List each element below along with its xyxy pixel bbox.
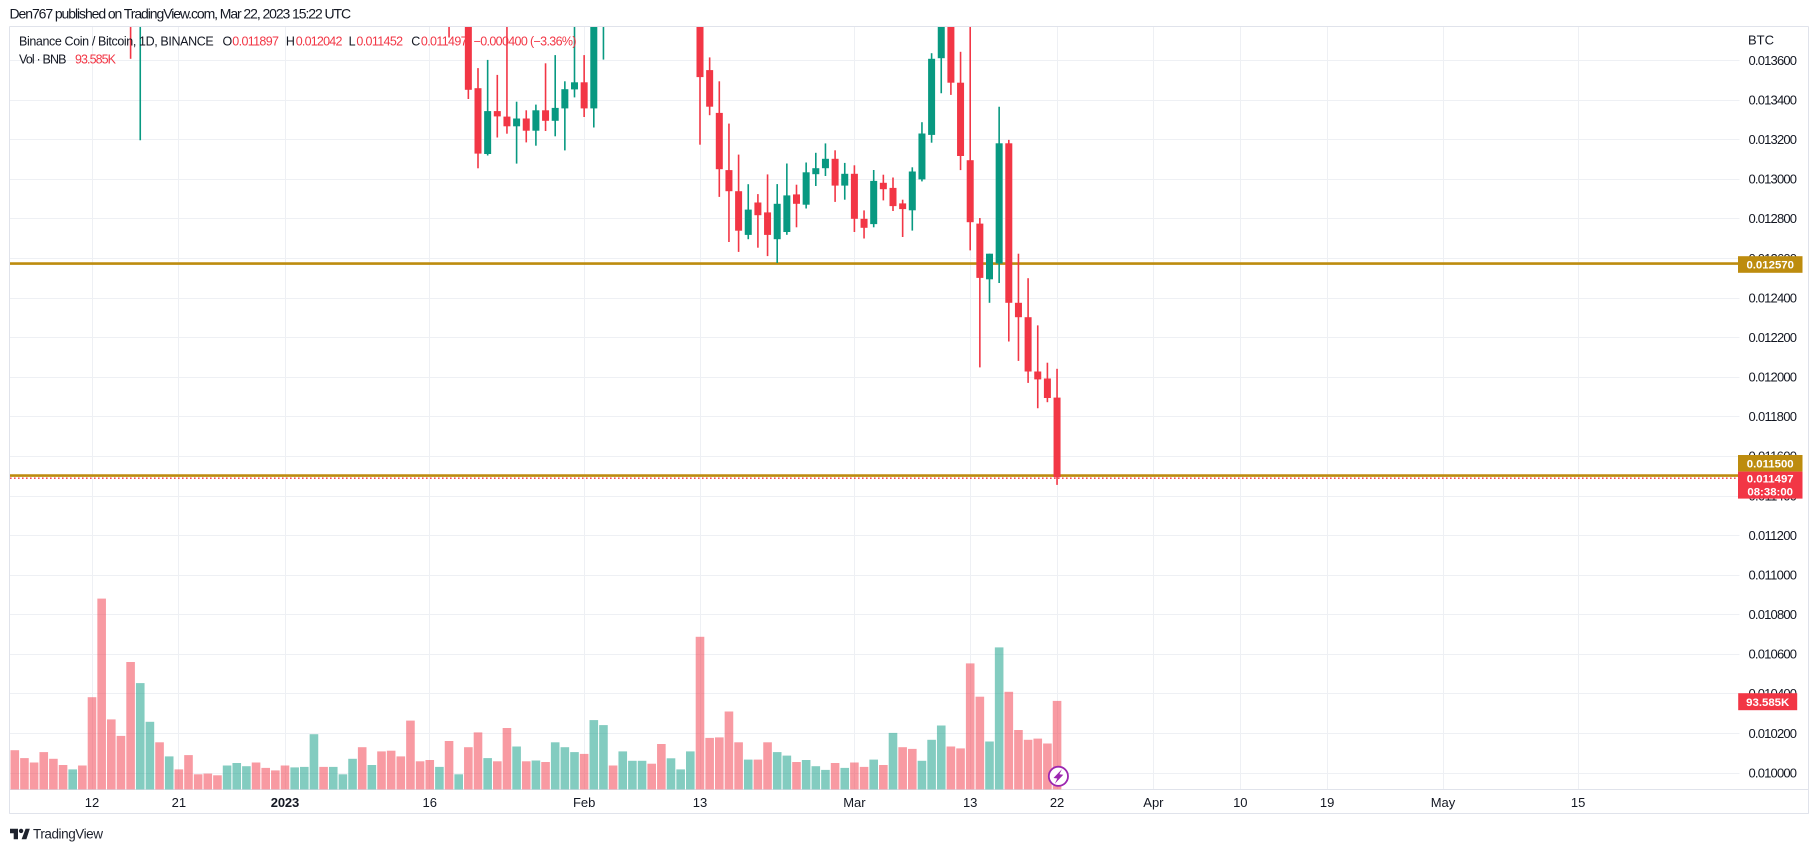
svg-text:0.012400: 0.012400: [1749, 290, 1798, 305]
svg-text:0.011497: 0.011497: [421, 35, 468, 49]
svg-text:Mar: Mar: [843, 795, 866, 810]
svg-text:BTC: BTC: [1748, 33, 1774, 48]
svg-text:0.013600: 0.013600: [1749, 53, 1798, 68]
svg-text:19: 19: [1320, 795, 1334, 810]
svg-text:2023: 2023: [271, 795, 300, 810]
svg-text:0.012042: 0.012042: [296, 35, 343, 49]
svg-text:15: 15: [1571, 795, 1585, 810]
svg-text:May: May: [1431, 795, 1456, 810]
svg-text:08:38:00: 08:38:00: [1747, 486, 1793, 498]
svg-text:Feb: Feb: [573, 795, 595, 810]
svg-text:16: 16: [423, 795, 437, 810]
svg-text:10: 10: [1233, 795, 1247, 810]
svg-text:21: 21: [172, 795, 186, 810]
svg-text:0.011800: 0.011800: [1749, 409, 1798, 424]
svg-text:0.011500: 0.011500: [1747, 458, 1794, 470]
svg-text:0.012000: 0.012000: [1749, 370, 1798, 385]
svg-text:0.010200: 0.010200: [1749, 726, 1798, 741]
svg-text:0.012800: 0.012800: [1749, 211, 1798, 226]
svg-text:13: 13: [963, 795, 977, 810]
svg-text:C: C: [411, 35, 420, 49]
svg-text:H: H: [286, 35, 295, 49]
svg-text:0.013400: 0.013400: [1749, 93, 1798, 108]
svg-text:Apr: Apr: [1143, 795, 1164, 810]
svg-text:Binance Coin / Bitcoin, 1D, BI: Binance Coin / Bitcoin, 1D, BINANCE: [19, 35, 214, 49]
svg-text:Vol · BNB: Vol · BNB: [19, 53, 67, 67]
svg-text:22: 22: [1050, 795, 1064, 810]
svg-text:0.013200: 0.013200: [1749, 132, 1798, 147]
svg-text:0.011897: 0.011897: [232, 35, 279, 49]
svg-text:TradingView: TradingView: [33, 827, 103, 842]
svg-text:O: O: [223, 35, 233, 49]
svg-text:12: 12: [85, 795, 99, 810]
svg-text:0.010600: 0.010600: [1749, 647, 1798, 662]
svg-text:0.010000: 0.010000: [1749, 765, 1798, 780]
svg-text:−0.000400 (−3.36%): −0.000400 (−3.36%): [474, 35, 577, 49]
svg-text:13: 13: [693, 795, 707, 810]
svg-text:0.010800: 0.010800: [1749, 607, 1798, 622]
svg-text:0.011497: 0.011497: [1747, 474, 1794, 486]
svg-text:0.011200: 0.011200: [1749, 528, 1798, 543]
svg-text:Den767 published on TradingVie: Den767 published on TradingView.com, Mar…: [10, 6, 352, 22]
svg-text:0.011452: 0.011452: [356, 35, 403, 49]
svg-text:0.011000: 0.011000: [1749, 568, 1798, 583]
svg-text:0.012200: 0.012200: [1749, 330, 1798, 345]
svg-text:L: L: [349, 35, 356, 49]
svg-text:93.585K: 93.585K: [75, 53, 117, 67]
svg-text:0.012570: 0.012570: [1746, 260, 1794, 272]
svg-text:0.013000: 0.013000: [1749, 172, 1798, 187]
svg-text:93.585K: 93.585K: [1746, 697, 1790, 709]
